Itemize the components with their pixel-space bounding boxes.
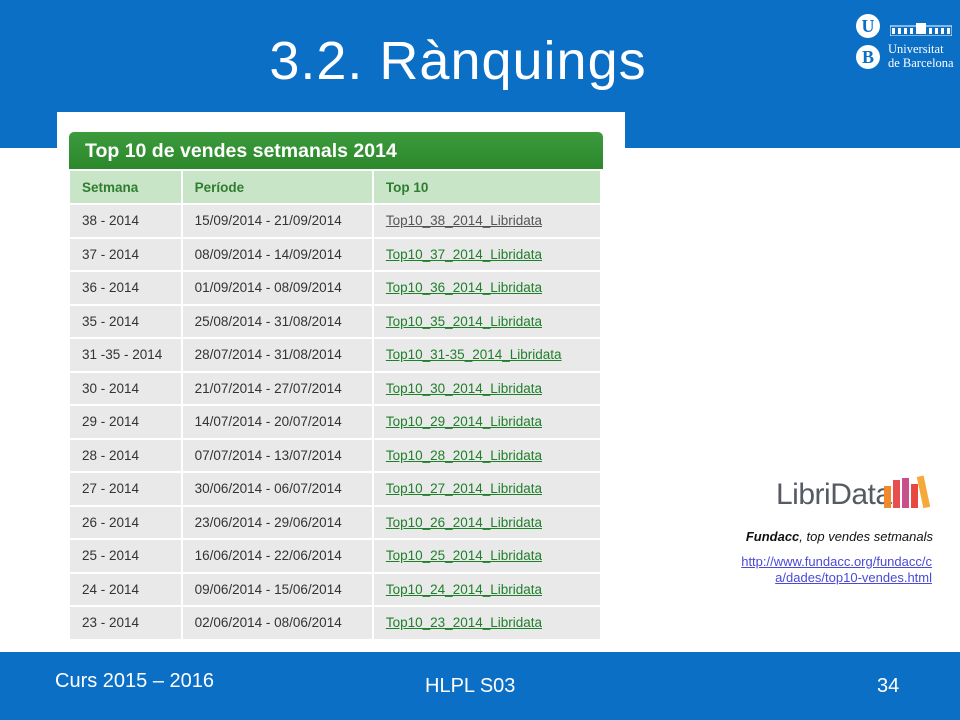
cell-setmana: 25 - 2014 <box>68 538 183 574</box>
source-link-line1[interactable]: http://www.fundacc.org/fundacc/c <box>741 554 932 569</box>
top10-link[interactable]: Top10_31-35_2014_Libridata <box>385 347 562 363</box>
table-row: 28 - 2014 07/07/2014 - 13/07/2014 Top10_28… <box>68 437 603 473</box>
cell-top10[interactable]: Top10_31-35_2014_Libridata <box>371 337 603 373</box>
cell-setmana: 26 - 2014 <box>68 504 183 540</box>
top10-table-body: 38 - 2014 15/09/2014 - 21/09/2014 Top10_38… <box>68 203 603 641</box>
top10-header: Top 10 de vendes setmanals 2014 <box>69 132 603 169</box>
table-row: 36 - 2014 01/09/2014 - 08/09/2014 Top10_36… <box>68 270 603 306</box>
top10-link[interactable]: Top10_26_2014_Libridata <box>385 514 543 530</box>
table-row: 35 - 2014 25/08/2014 - 31/08/2014 Top10_35… <box>68 303 603 339</box>
top10-link[interactable]: Top10_35_2014_Libridata <box>385 313 543 329</box>
cell-setmana: 27 - 2014 <box>68 471 183 507</box>
top10-link[interactable]: Top10_24_2014_Libridata <box>385 581 543 597</box>
table-row: 31 -35 - 2014 28/07/2014 - 31/08/2014 Top1… <box>68 337 603 373</box>
cell-periode: 21/07/2014 - 27/07/2014 <box>180 370 374 406</box>
cell-top10[interactable]: Top10_37_2014_Libridata <box>371 236 603 272</box>
source-caption-bold: Fundacc <box>745 529 800 544</box>
column-header-periode: Període <box>180 169 374 205</box>
cell-periode: 15/09/2014 - 21/09/2014 <box>180 203 374 239</box>
top10-link[interactable]: Top10_30_2014_Libridata <box>385 380 543 396</box>
cell-top10[interactable]: Top10_23_2014_Libridata <box>371 605 603 641</box>
university-logo: U B Universitat de Barcelona <box>856 13 956 73</box>
top10-link[interactable]: Top10_25_2014_Libridata <box>385 548 543 564</box>
slide-title: 3.2. Rànquings <box>269 31 647 91</box>
cell-periode: 01/09/2014 - 08/09/2014 <box>180 270 374 306</box>
cell-top10[interactable]: Top10_30_2014_Libridata <box>371 370 603 406</box>
source-link[interactable]: http://www.fundacc.org/fundacc/c a/dades… <box>690 554 932 586</box>
university-name: Universitat de Barcelona <box>888 42 954 70</box>
top10-link[interactable]: Top10_37_2014_Libridata <box>385 246 543 262</box>
table-row: 27 - 2014 30/06/2014 - 06/07/2014 Top10_27… <box>68 471 603 507</box>
table-row: 29 - 2014 14/07/2014 - 20/07/2014 Top10_29… <box>68 404 603 440</box>
table-row: 24 - 2014 09/06/2014 - 15/06/2014 Top10_24… <box>68 571 603 607</box>
cell-setmana: 35 - 2014 <box>68 303 183 339</box>
table-row: 25 - 2014 16/06/2014 - 22/06/2014 Top10_25… <box>68 538 603 574</box>
top10-link[interactable]: Top10_29_2014_Libridata <box>385 414 543 430</box>
source-caption: Fundacc, top vendes setmanals <box>746 529 933 544</box>
cell-periode: 28/07/2014 - 31/08/2014 <box>180 337 374 373</box>
cell-periode: 07/07/2014 - 13/07/2014 <box>180 437 374 473</box>
footer-subject: HLPL S03 <box>425 675 516 697</box>
libridata-logo-text: LibriData <box>776 478 892 511</box>
column-header-setmana: Setmana <box>68 169 183 205</box>
cell-top10[interactable]: Top10_27_2014_Libridata <box>371 471 603 507</box>
footer-band <box>0 652 960 720</box>
university-building-icon <box>890 23 952 36</box>
cell-setmana: 38 - 2014 <box>68 203 183 239</box>
source-link-line2[interactable]: a/dades/top10-vendes.html <box>775 570 932 585</box>
table-row: 23 - 2014 02/06/2014 - 08/06/2014 Top10_23… <box>68 605 603 641</box>
top10-link[interactable]: Top10_23_2014_Libridata <box>385 615 543 631</box>
cell-periode: 02/06/2014 - 08/06/2014 <box>180 605 374 641</box>
cell-top10[interactable]: Top10_24_2014_Libridata <box>371 571 603 607</box>
table-row: 38 - 2014 15/09/2014 - 21/09/2014 Top10_38… <box>68 203 603 239</box>
cell-setmana: 29 - 2014 <box>68 404 183 440</box>
libridata-logo: LibriData <box>776 474 930 514</box>
top10-link[interactable]: Top10_28_2014_Libridata <box>385 447 543 463</box>
page-number: 34 <box>877 675 900 697</box>
cell-setmana: 36 - 2014 <box>68 270 183 306</box>
top10-link[interactable]: Top10_27_2014_Libridata <box>385 481 543 497</box>
cell-periode: 09/06/2014 - 15/06/2014 <box>180 571 374 607</box>
column-header-top10: Top 10 <box>371 169 603 205</box>
table-row: 26 - 2014 23/06/2014 - 29/06/2014 Top10_26… <box>68 504 603 540</box>
logo-letter-u: U <box>856 14 880 38</box>
top10-screenshot: Top 10 de vendes setmanals 2014 Setmana … <box>57 112 625 648</box>
top10-link[interactable]: Top10_36_2014_Libridata <box>385 280 543 296</box>
cell-setmana: 37 - 2014 <box>68 236 183 272</box>
cell-periode: 30/06/2014 - 06/07/2014 <box>180 471 374 507</box>
cell-periode: 16/06/2014 - 22/06/2014 <box>180 538 374 574</box>
cell-setmana: 23 - 2014 <box>68 605 183 641</box>
footer-course: Curs 2015 – 2016 <box>55 670 215 692</box>
cell-top10[interactable]: Top10_25_2014_Libridata <box>371 538 603 574</box>
table-row: 30 - 2014 21/07/2014 - 27/07/2014 Top10_30… <box>68 370 603 406</box>
top10-link[interactable]: Top10_38_2014_Libridata <box>385 213 543 229</box>
source-caption-rest: , top vendes setmanals <box>799 529 933 544</box>
logo-letter-b: B <box>856 45 880 69</box>
table-header-row: Setmana Període Top 10 <box>68 169 603 205</box>
cell-top10[interactable]: Top10_26_2014_Libridata <box>371 504 603 540</box>
cell-periode: 08/09/2014 - 14/09/2014 <box>180 236 374 272</box>
cell-top10[interactable]: Top10_28_2014_Libridata <box>371 437 603 473</box>
cell-top10[interactable]: Top10_36_2014_Libridata <box>371 270 603 306</box>
top10-header-title: Top 10 de vendes setmanals 2014 <box>85 140 397 162</box>
cell-top10[interactable]: Top10_29_2014_Libridata <box>371 404 603 440</box>
university-name-line2: de Barcelona <box>888 56 954 70</box>
books-icon <box>884 475 930 509</box>
cell-setmana: 24 - 2014 <box>68 571 183 607</box>
cell-periode: 14/07/2014 - 20/07/2014 <box>180 404 374 440</box>
cell-periode: 25/08/2014 - 31/08/2014 <box>180 303 374 339</box>
university-name-line1: Universitat <box>888 42 944 56</box>
cell-periode: 23/06/2014 - 29/06/2014 <box>180 504 374 540</box>
table-row: 37 - 2014 08/09/2014 - 14/09/2014 Top10_37… <box>68 236 603 272</box>
cell-setmana: 31 -35 - 2014 <box>68 337 183 373</box>
cell-top10[interactable]: Top10_35_2014_Libridata <box>371 303 603 339</box>
top10-table: Setmana Període Top 10 38 - 2014 15/09/20… <box>68 169 603 641</box>
cell-top10[interactable]: Top10_38_2014_Libridata <box>371 203 603 239</box>
cell-setmana: 28 - 2014 <box>68 437 183 473</box>
cell-setmana: 30 - 2014 <box>68 370 183 406</box>
